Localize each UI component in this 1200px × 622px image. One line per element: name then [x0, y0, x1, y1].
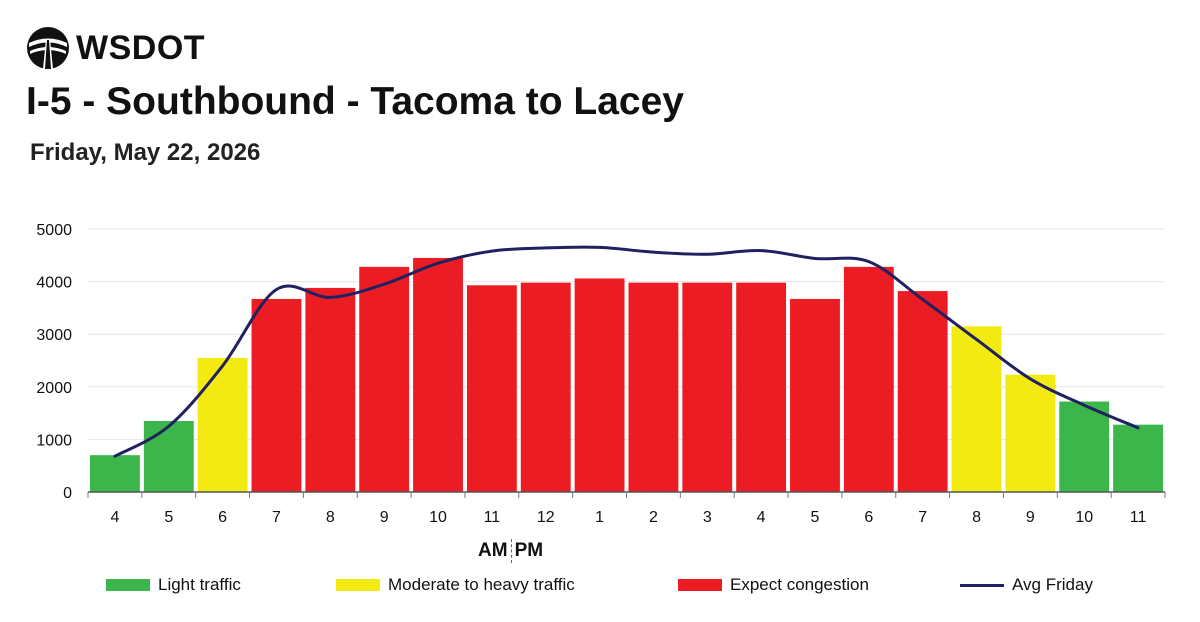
legend-item-congestion: Expect congestion: [678, 575, 869, 595]
bar: [843, 266, 894, 492]
bar: [305, 287, 356, 492]
avg-friday-line: [113, 245, 1140, 458]
x-tick-label: 2: [649, 509, 658, 526]
am-pm-divider: [510, 539, 512, 563]
legend-item-moderate: Moderate to heavy traffic: [336, 575, 575, 595]
x-tick-label: 1: [595, 509, 604, 526]
x-tick-label: 11: [1130, 509, 1147, 526]
bar: [736, 282, 787, 492]
x-tick-label: 7: [918, 509, 927, 526]
bar: [790, 298, 840, 492]
bar: [1113, 424, 1163, 492]
legend-swatch-avg-line: [960, 583, 1004, 587]
logo-text: WSDOT: [76, 28, 206, 67]
x-tick-label: 11: [484, 509, 501, 526]
x-tick-label: 5: [811, 509, 820, 526]
x-tick-label: 4: [110, 509, 119, 526]
legend-label-congestion: Expect congestion: [730, 575, 869, 594]
bar: [251, 298, 302, 492]
bar: [143, 420, 194, 492]
y-tick-label: 3000: [36, 327, 72, 344]
x-tick-label: 9: [380, 509, 389, 526]
y-tick-label: 1000: [36, 432, 72, 449]
x-tick-label: 10: [429, 509, 447, 526]
legend-label-light: Light traffic: [158, 575, 241, 594]
x-tick-label: 10: [1075, 509, 1093, 526]
x-tick-label: 6: [864, 509, 873, 526]
legend-item-light: Light traffic: [106, 575, 241, 595]
x-tick-label: 3: [703, 509, 712, 526]
bar: [197, 357, 248, 492]
bar: [574, 278, 625, 492]
x-tick-label: 7: [272, 509, 281, 526]
bar: [466, 285, 517, 492]
legend-item-avg: Avg Friday: [960, 575, 1093, 595]
y-tick-label: 0: [63, 485, 72, 502]
legend-swatch-congestion: [678, 579, 722, 591]
page-subtitle: Friday, May 22, 2026: [30, 139, 261, 166]
x-tick-label: 8: [326, 509, 335, 526]
x-tick-label: 6: [218, 509, 227, 526]
pm-label: PM: [514, 540, 544, 561]
wsdot-logo: WSDOT: [26, 26, 205, 70]
x-tick-label: 9: [1026, 509, 1035, 526]
legend-swatch-moderate: [336, 579, 380, 591]
page-title: I-5 - Southbound - Tacoma to Lacey: [26, 80, 684, 123]
bar: [359, 266, 410, 492]
bar: [1059, 401, 1110, 492]
y-tick-label: 4000: [36, 275, 72, 292]
x-tick-label: 8: [972, 509, 981, 526]
y-tick-label: 2000: [36, 380, 72, 397]
bar: [90, 455, 140, 492]
x-tick-label: 5: [164, 509, 173, 526]
chart-legend: Light traffic Moderate to heavy traffic …: [0, 575, 1200, 597]
legend-label-moderate: Moderate to heavy traffic: [388, 575, 575, 594]
am-label: AM: [478, 540, 508, 561]
bar: [628, 282, 679, 492]
am-pm-marker: AM PM: [478, 539, 543, 563]
y-tick-label: 5000: [36, 222, 72, 239]
bar: [897, 291, 948, 492]
bar: [413, 257, 463, 492]
x-tick-label: 4: [757, 509, 766, 526]
legend-swatch-light: [106, 579, 150, 591]
bar: [1005, 374, 1056, 492]
bar: [682, 282, 733, 492]
legend-label-avg: Avg Friday: [1012, 575, 1093, 594]
bar: [520, 282, 571, 492]
x-tick-label: 12: [537, 509, 555, 526]
wsdot-emblem-icon: [27, 27, 69, 69]
